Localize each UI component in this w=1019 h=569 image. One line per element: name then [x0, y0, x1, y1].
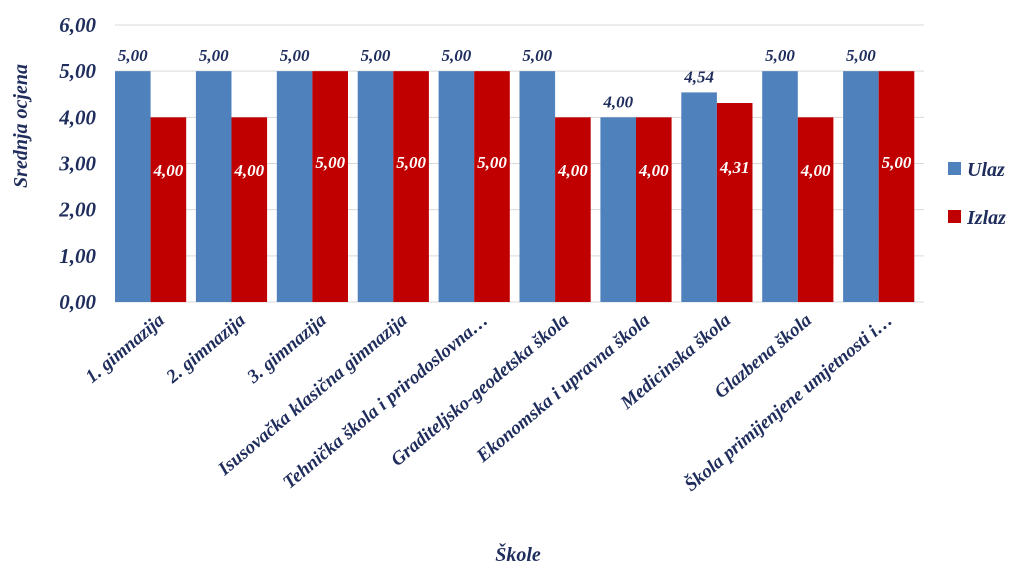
- y-tick-label: 0,00: [59, 290, 96, 314]
- data-label-izlaz: 4,31: [719, 158, 750, 177]
- bar-izlaz: [474, 71, 510, 303]
- data-label-izlaz: 4,00: [233, 161, 264, 180]
- y-tick-label: 2,00: [58, 198, 96, 222]
- bar-ulaz: [438, 71, 475, 303]
- bar-ulaz: [762, 71, 798, 303]
- data-label-ulaz: 5,00: [118, 46, 148, 65]
- bar-izlaz: [878, 71, 915, 303]
- bar-izlaz: [150, 117, 187, 302]
- legend-swatch-ulaz: [948, 162, 961, 175]
- data-label-ulaz: 5,00: [846, 46, 876, 65]
- data-label-izlaz: 5,00: [315, 153, 345, 172]
- data-label-izlaz: 4,00: [800, 161, 831, 180]
- bar-izlaz: [312, 71, 348, 303]
- data-label-ulaz: 5,00: [442, 46, 472, 65]
- y-tick-label: 3,00: [58, 152, 96, 176]
- y-tick-label: 4,00: [58, 105, 96, 129]
- bar-ulaz: [600, 117, 636, 302]
- y-axis-title: Srednja ocjena: [10, 64, 32, 188]
- data-label-ulaz: 5,00: [199, 46, 229, 65]
- bar-ulaz: [519, 71, 556, 303]
- data-label-izlaz: 5,00: [477, 153, 507, 172]
- bar-ulaz: [276, 71, 313, 303]
- x-axis-title: Škole: [495, 542, 541, 566]
- legend-swatch-izlaz: [948, 210, 961, 223]
- bar-ulaz: [843, 71, 879, 303]
- legend-label-ulaz: Ulaz: [967, 159, 1005, 181]
- legend: Ulaz Izlaz: [948, 159, 1006, 229]
- data-labels: 5,00 5,00 5,00 5,00 5,00 5,00 4,00 4,54 5,00 5,00…: [118, 46, 912, 180]
- y-tick-label: 5,00: [59, 59, 96, 83]
- bar-izlaz: [231, 117, 268, 302]
- data-label-izlaz: 4,00: [153, 161, 184, 180]
- bar-ulaz: [357, 71, 394, 303]
- data-label-ulaz: 5,00: [522, 46, 552, 65]
- bar-ulaz: [115, 71, 151, 303]
- data-label-izlaz: 5,00: [882, 153, 912, 172]
- bar-izlaz: [635, 117, 672, 302]
- bar-ulaz: [681, 92, 717, 302]
- data-label-izlaz: 4,00: [557, 161, 588, 180]
- bar-ulaz: [195, 71, 232, 303]
- bar-izlaz: [797, 117, 834, 302]
- data-label-ulaz: 5,00: [765, 46, 795, 65]
- data-label-ulaz: 5,00: [280, 46, 310, 65]
- x-category-label: 1. gimnazija: [82, 309, 169, 387]
- data-label-ulaz: 5,00: [361, 46, 391, 65]
- y-tick-label: 1,00: [59, 244, 96, 268]
- bar-izlaz: [393, 71, 429, 303]
- data-label-ulaz: 4,54: [683, 67, 714, 86]
- y-tick-label: 6,00: [59, 13, 96, 37]
- data-label-izlaz: 4,00: [638, 161, 669, 180]
- x-category-label: 2. gimnazija: [162, 309, 250, 388]
- bar-izlaz: [555, 117, 591, 302]
- data-label-izlaz: 5,00: [396, 153, 426, 172]
- bar-izlaz: [716, 103, 753, 302]
- data-label-ulaz: 4,00: [602, 92, 633, 111]
- y-axis-ticks: 0,00 1,00 2,00 3,00 4,00 5,00 6,00: [58, 13, 96, 314]
- bars: [115, 71, 915, 303]
- legend-label-izlaz: Izlaz: [966, 207, 1006, 229]
